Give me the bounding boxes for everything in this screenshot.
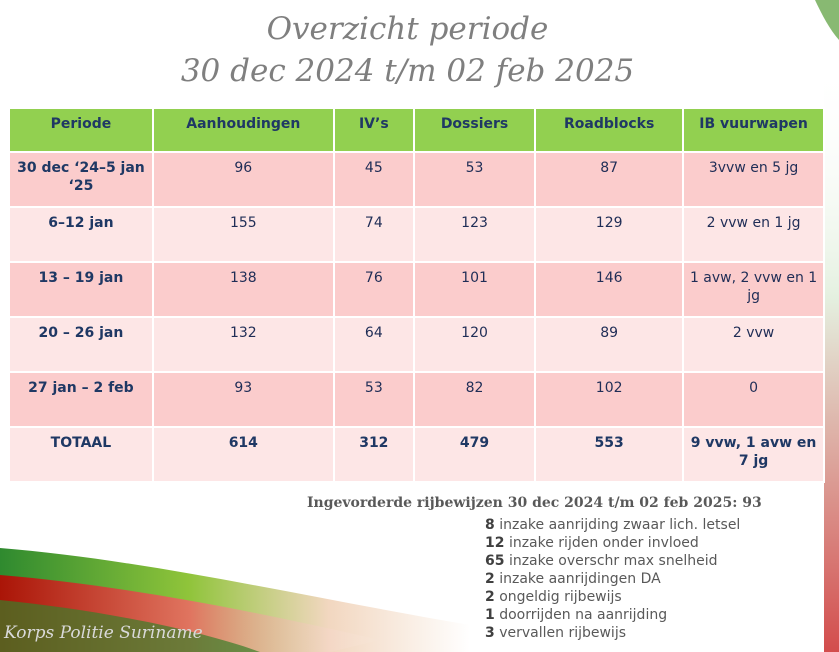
title-line-2: 30 dec 2024 t/m 02 feb 2025 [180,53,635,89]
item-text: inzake aanrijding zwaar lich. letsel [499,517,741,533]
item-count: 3 [485,625,495,641]
cell-total-ivs: 312 [332,426,415,483]
list-item: 1 doorrijden na aanrijding [485,606,740,624]
table-row: 27 jan – 2 feb 93 53 82 102 0 [8,371,825,428]
cell-periode: 27 jan – 2 feb [8,371,154,428]
cell-periode: 13 – 19 jan [8,261,154,318]
cell-ivs: 76 [332,261,415,318]
item-count: 12 [485,535,505,551]
cell-periode: 20 – 26 jan [8,316,154,373]
cell-roadblocks: 129 [534,206,685,263]
item-count: 1 [485,607,495,623]
cell-total-aanhoudingen: 614 [151,426,335,483]
header-aanhoudingen: Aanhoudingen [151,107,335,153]
cell-dossiers: 82 [412,371,537,428]
cell-dossiers: 120 [412,316,537,373]
cell-aanhoudingen: 138 [151,261,335,318]
cell-ivs: 64 [332,316,415,373]
item-count: 65 [485,553,505,569]
list-item: 65 inzake overschr max snelheid [485,552,740,570]
cell-roadblocks: 87 [534,151,685,208]
item-text: inzake rijden onder invloed [508,535,699,551]
cell-aanhoudingen: 93 [151,371,335,428]
cell-roadblocks: 146 [534,261,685,318]
cell-total-dossiers: 479 [412,426,537,483]
title-line-1: Overzicht periode [266,11,549,47]
cell-aanhoudingen: 155 [151,206,335,263]
table-header-row: Periode Aanhoudingen IV’s Dossiers Roadb… [8,107,825,153]
header-roadblocks: Roadblocks [534,107,685,153]
brand-footer: Korps Politie Suriname [4,623,203,643]
list-item: 2 inzake aanrijdingen DA [485,570,740,588]
cell-ivs: 74 [332,206,415,263]
table-row: 20 – 26 jan 132 64 120 89 2 vvw [8,316,825,373]
cell-ib-vuurwapen: 2 vvw [682,316,825,373]
list-item: 8 inzake aanrijding zwaar lich. letsel [485,516,740,534]
cell-total-label: TOTAAL [8,426,154,483]
cell-dossiers: 123 [412,206,537,263]
cell-dossiers: 53 [412,151,537,208]
cell-ib-vuurwapen: 3vvw en 5 jg [682,151,825,208]
cell-ib-vuurwapen: 0 [682,371,825,428]
cell-dossiers: 101 [412,261,537,318]
table-row: 30 dec ‘24–5 jan ‘25 96 45 53 87 3vvw en… [8,151,825,208]
header-dossiers: Dossiers [412,107,537,153]
header-ivs: IV’s [332,107,415,153]
cell-ivs: 45 [332,151,415,208]
list-item: 2 ongeldig rijbewijs [485,588,740,606]
table-row: 13 – 19 jan 138 76 101 146 1 avw, 2 vvw … [8,261,825,318]
cell-aanhoudingen: 132 [151,316,335,373]
cell-periode: 6–12 jan [8,206,154,263]
overview-table: Periode Aanhoudingen IV’s Dossiers Roadb… [8,107,825,483]
cell-periode: 30 dec ‘24–5 jan ‘25 [8,151,154,208]
cell-ivs: 53 [332,371,415,428]
cell-ib-vuurwapen: 2 vvw en 1 jg [682,206,825,263]
list-item: 12 inzake rijden onder invloed [485,534,740,552]
header-ib-vuurwapen: IB vuurwapen [682,107,825,153]
summary-title: Ingevorderde rijbewijzen 30 dec 2024 t/m… [307,495,762,511]
cell-total-roadblocks: 553 [534,426,685,483]
header-periode: Periode [8,107,154,153]
item-count: 2 [485,589,495,605]
item-text: inzake aanrijdingen DA [499,571,661,587]
summary-list: 8 inzake aanrijding zwaar lich. letsel 1… [485,516,740,642]
cell-total-ib-vuurwapen: 9 vvw, 1 avw en 7 jg [682,426,825,483]
item-text: doorrijden na aanrijding [499,607,668,623]
item-text: inzake overschr max snelheid [508,553,718,569]
item-text: ongeldig rijbewijs [499,589,622,605]
cell-roadblocks: 102 [534,371,685,428]
cell-aanhoudingen: 96 [151,151,335,208]
item-count: 8 [485,517,495,533]
cell-roadblocks: 89 [534,316,685,373]
list-item: 3 vervallen rijbewijs [485,624,740,642]
item-count: 2 [485,571,495,587]
item-text: vervallen rijbewijs [499,625,626,641]
table-total-row: TOTAAL 614 312 479 553 9 vvw, 1 avw en 7… [8,426,825,483]
cell-ib-vuurwapen: 1 avw, 2 vvw en 1 jg [682,261,825,318]
table-row: 6–12 jan 155 74 123 129 2 vvw en 1 jg [8,206,825,263]
